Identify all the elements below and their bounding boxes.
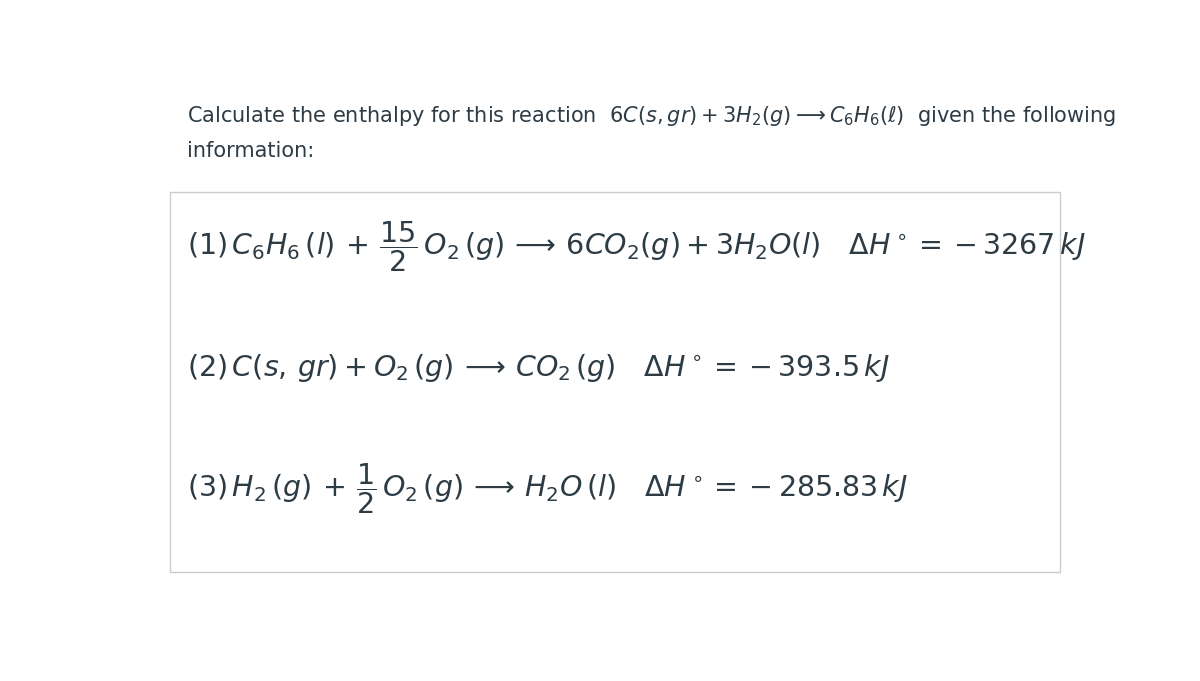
- Text: Calculate the enthalpy for this reaction  $6C(s, gr) + 3H_2(g) \longrightarrow C: Calculate the enthalpy for this reaction…: [187, 104, 1116, 128]
- Text: information:: information:: [187, 141, 314, 161]
- Text: $(1)\,C_6H_6\,(l)\,+\,\dfrac{15}{2}\,O_2\,(g)\,\longrightarrow\,6CO_2(g) + 3H_2O: $(1)\,C_6H_6\,(l)\,+\,\dfrac{15}{2}\,O_2…: [187, 219, 1086, 274]
- Text: $(3)\,H_2\,(g)\,+\,\dfrac{1}{2}\,O_2\,(g)\,\longrightarrow\,H_2O\,(l)\quad \Delt: $(3)\,H_2\,(g)\,+\,\dfrac{1}{2}\,O_2\,(g…: [187, 460, 908, 516]
- Text: $(2)\,C(s,\,gr) + O_2\,(g)\,\longrightarrow\,CO_2\,(g)\quad \Delta H^\circ = -39: $(2)\,C(s,\,gr) + O_2\,(g)\,\longrightar…: [187, 351, 890, 383]
- FancyBboxPatch shape: [170, 192, 1060, 572]
